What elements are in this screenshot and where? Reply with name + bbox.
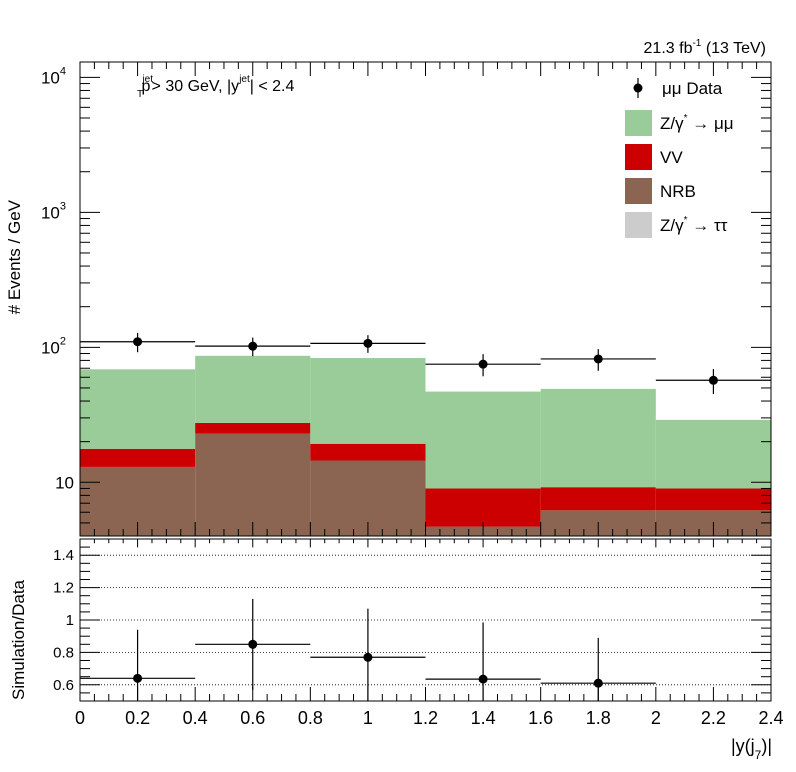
x-axis-label: |y(j7)|	[731, 736, 772, 762]
legend-entry-zmumu: Z/γ* → μμ	[625, 110, 734, 136]
stack-bar-vv-0	[80, 448, 196, 467]
data-point-3	[478, 359, 488, 369]
bottom-ytick-label-2: 1	[66, 612, 74, 629]
x-tick-label-7: 1.4	[471, 708, 496, 728]
cut-text: pjet T > 30 GeV, |yjet| < 2.4	[137, 74, 294, 100]
bottom-ytick-label-3: 1.2	[53, 580, 74, 597]
legend: μμ Data Z/γ* → μμ VV NRB Z/γ* → ττ	[625, 78, 734, 238]
bottom-plot-area	[80, 598, 656, 701]
legend-label-data: μμ Data	[662, 79, 723, 98]
stack-bar-z-4	[540, 388, 656, 488]
x-tick-label-4: 0.8	[298, 708, 323, 728]
legend-label-vv: VV	[660, 148, 683, 167]
stack-bar-z-0	[80, 369, 196, 449]
bottom-y-axis-label: Simulation/Data	[9, 579, 28, 700]
legend-entry-nrb: NRB	[625, 178, 696, 204]
stack-bar-vv-1	[195, 422, 311, 434]
x-tick-label-12: 2.4	[758, 708, 783, 728]
legend-label-zmumu: Z/γ* → μμ	[660, 113, 734, 133]
top-ytick-label-0: 10	[55, 473, 74, 492]
bottom-pad: 0.6 0.8 1 1.2 1.4 0 0.2 0.4 0.6 0.8 1 1.2 1.4 1.6 1.8…	[9, 62, 784, 762]
bottom-y-axis: 0.6 0.8 1 1.2 1.4	[53, 546, 771, 694]
stack-bar-z-1	[195, 355, 311, 423]
x-tick-label-3: 0.6	[240, 708, 265, 728]
stack-bar-vv-2	[310, 443, 426, 461]
x-tick-label-5: 1	[363, 708, 373, 728]
top-pad: 10 102 103 104 # Events / GeV pjet T > 30 Ge…	[5, 61, 772, 537]
stack-bar-nrb-1	[195, 433, 311, 536]
top-ytick-label-3: 104	[41, 65, 66, 87]
ratio-point-1	[248, 639, 258, 649]
ratio-point-0	[133, 673, 143, 683]
legend-label-ztautau: Z/γ* → ττ	[660, 215, 728, 235]
bottom-grid	[80, 554, 771, 686]
ratio-point-4	[593, 678, 603, 688]
x-axis: 0 0.2 0.4 0.6 0.8 1 1.2 1.4 1.6 1.8 2 2.2 2.4	[75, 62, 784, 728]
ratio-point-2	[363, 652, 373, 662]
legend-label-nrb: NRB	[660, 182, 696, 201]
stack-bar-z-2	[310, 358, 426, 444]
bottom-ytick-label-0: 0.6	[53, 677, 74, 694]
top-plot-area	[80, 332, 771, 536]
data-point-1	[248, 341, 258, 351]
stack-bar-z-3	[425, 391, 541, 489]
stack-bar-vv-3	[425, 488, 541, 527]
x-tick-label-0: 0	[75, 708, 85, 728]
data-point-5	[708, 375, 718, 385]
top-ytick-label-2: 103	[41, 200, 66, 222]
x-tick-label-6: 1.2	[413, 708, 438, 728]
data-point-0	[133, 337, 143, 347]
x-tick-label-2: 0.4	[183, 708, 208, 728]
x-tick-label-10: 2	[651, 708, 661, 728]
top-y-axis: 10 102 103 104	[41, 65, 771, 537]
ratio-point-3	[478, 674, 488, 684]
stack-bar-vv-4	[540, 487, 656, 511]
x-tick-label-8: 1.6	[528, 708, 553, 728]
legend-entry-data: μμ Data	[633, 78, 723, 98]
x-tick-label-1: 0.2	[125, 708, 150, 728]
lumi-label: 21.3 fb-1 (13 TeV)	[644, 38, 766, 57]
legend-swatch-ztautau	[625, 212, 652, 238]
stack-bar-z-5	[655, 419, 771, 489]
bottom-ytick-label-4: 1.4	[53, 547, 74, 564]
x-tick-label-9: 1.8	[586, 708, 611, 728]
data-point-4	[593, 354, 603, 364]
bottom-ytick-label-1: 0.8	[53, 644, 74, 661]
legend-swatch-nrb	[625, 178, 652, 204]
x-tick-label-11: 2.2	[701, 708, 726, 728]
top-y-axis-label: # Events / GeV	[5, 199, 24, 314]
data-point-2	[363, 338, 373, 348]
legend-swatch-vv	[625, 144, 652, 170]
top-ytick-label-1: 102	[41, 335, 66, 357]
legend-swatch-zmumu	[625, 110, 652, 136]
legend-data-marker	[633, 83, 643, 93]
legend-entry-ztautau: Z/γ* → ττ	[625, 212, 728, 238]
stack-bar-vv-5	[655, 488, 771, 511]
legend-entry-vv: VV	[625, 144, 683, 170]
